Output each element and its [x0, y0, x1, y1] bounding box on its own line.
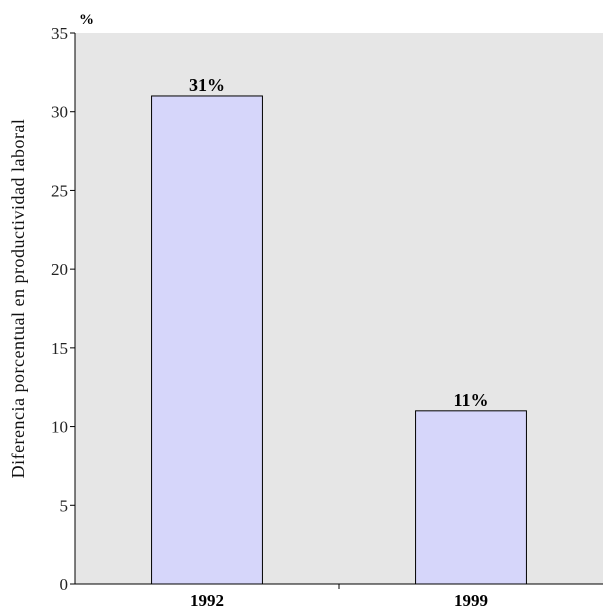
data-label-1999: 11%	[453, 390, 488, 410]
y-tick-label: 25	[51, 181, 68, 200]
data-label-1992: 31%	[189, 75, 225, 95]
y-tick-label: 30	[51, 103, 68, 122]
y-tick-label: 0	[60, 575, 69, 594]
bar-1992	[151, 95, 263, 585]
y-tick-label: 35	[51, 24, 68, 43]
x-tick-label-1999: 1999	[454, 591, 488, 610]
x-tick-label-1992: 1992	[190, 591, 224, 610]
y-tick-label: 15	[51, 339, 68, 358]
y-tick-label: 10	[51, 418, 68, 437]
bar-1999	[415, 410, 527, 585]
y-tick-label: 20	[51, 260, 68, 279]
y-tick-label: 5	[60, 496, 69, 515]
y-axis-title: Diferencia porcentual en productividad l…	[8, 119, 28, 479]
y-unit-label: %	[79, 12, 94, 28]
